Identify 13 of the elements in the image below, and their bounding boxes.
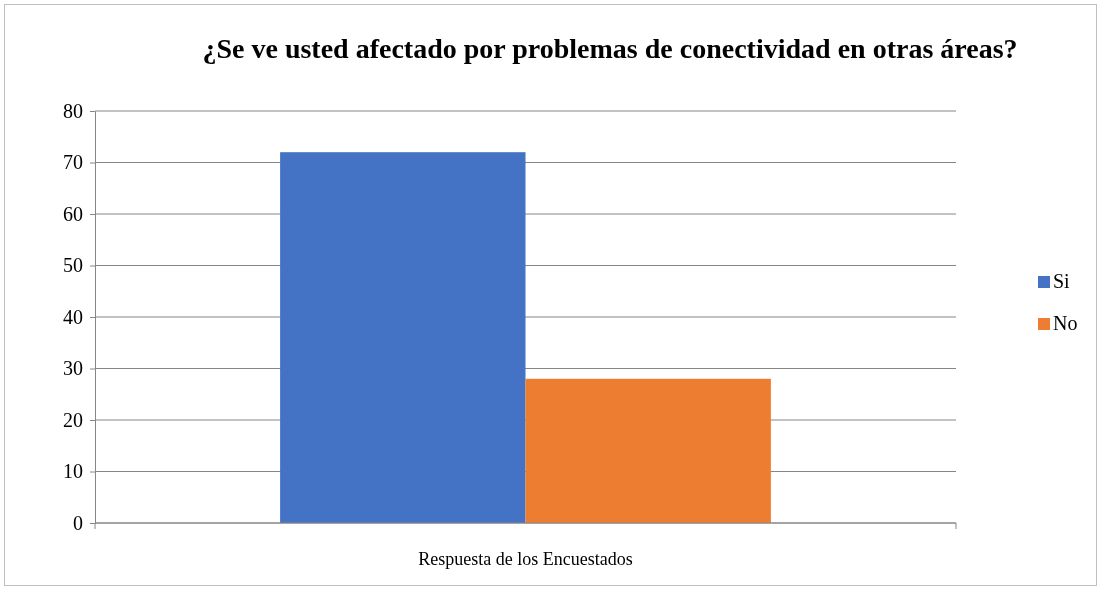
y-tick-label: 10 — [63, 460, 83, 483]
y-tick-label: 50 — [63, 254, 83, 277]
y-tick-label: 70 — [63, 151, 83, 174]
chart-title: ¿Se ve usted afectado por problemas de conectividad en otras áreas? — [202, 33, 1018, 64]
y-tick-label: 40 — [63, 305, 83, 328]
y-tick-label: 60 — [63, 202, 83, 225]
y-tick-label: 20 — [63, 408, 83, 431]
legend-label: No — [1053, 312, 1078, 334]
legend-label: Si — [1053, 270, 1071, 292]
y-tick-label: 80 — [63, 99, 83, 122]
y-tick-label: 0 — [73, 511, 83, 534]
y-tick-label: 30 — [63, 357, 83, 380]
x-tick-label: Respuesta de los Encuestados — [418, 549, 633, 569]
